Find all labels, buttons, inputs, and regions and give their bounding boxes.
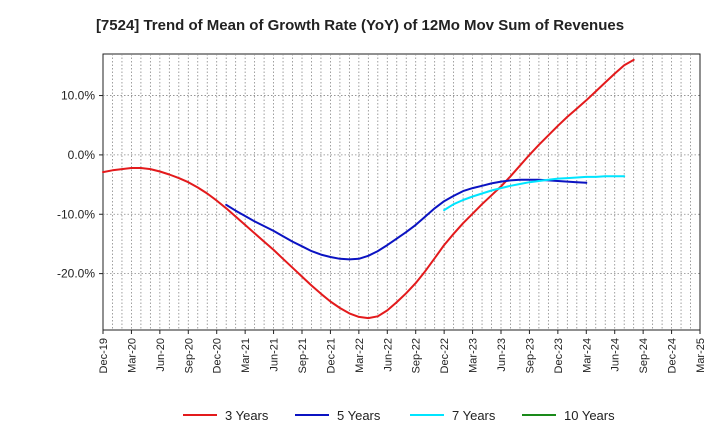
x-tick-label: Sep-20 [183,338,195,373]
x-tick-label: Dec-24 [667,338,679,373]
x-tick-label: Jun-24 [610,338,622,372]
x-tick-label: Jun-21 [269,338,281,372]
legend: 3 Years 5 Years 7 Years 10 Years [183,408,615,423]
x-tick-label: Jun-23 [496,338,508,372]
legend-label: 5 Years [337,408,381,423]
y-tick-label: -10.0% [57,207,95,221]
x-tick-label: Dec-21 [325,338,337,373]
x-tick-label: Mar-25 [695,338,707,373]
series-line-5-years [225,178,588,261]
chart-title: [7524] Trend of Mean of Growth Rate (YoY… [96,17,624,34]
legend-label: 7 Years [452,408,496,423]
y-tick-label: 0.0% [68,148,96,162]
x-tick-label: Jun-20 [155,338,167,372]
x-tick-label: Dec-23 [553,338,565,373]
x-tick-label: Mar-24 [581,338,593,373]
x-tick-label: Mar-22 [354,338,366,373]
y-axis: 10.0% 0.0% -10.0% -20.0% [57,89,103,281]
x-tick-label: Dec-20 [212,338,224,373]
x-tick-label: Mar-20 [126,338,138,373]
x-tick-label: Sep-24 [638,338,650,373]
x-tick-label: Mar-23 [468,338,480,373]
x-tick-label: Dec-19 [98,338,110,373]
y-tick-label: -20.0% [57,267,95,281]
x-tick-label: Sep-22 [411,338,423,373]
plot-area [102,53,701,331]
series-lines [102,58,635,320]
legend-label: 3 Years [225,408,269,423]
y-tick-label: 10.0% [61,89,95,103]
series-line-3-years [102,58,635,320]
x-tick-label: Dec-22 [439,338,451,373]
x-tick-label: Jun-22 [382,338,394,372]
series-line-7-years [443,175,626,212]
x-axis: Dec-19 Mar-20 Jun-20 Sep-20 Dec-20 Mar-21 Jun-… [98,330,707,373]
x-tick-label: Sep-21 [297,338,309,373]
legend-label: 10 Years [564,408,615,423]
x-tick-label: Mar-21 [240,338,252,373]
x-tick-label: Sep-23 [524,338,536,373]
